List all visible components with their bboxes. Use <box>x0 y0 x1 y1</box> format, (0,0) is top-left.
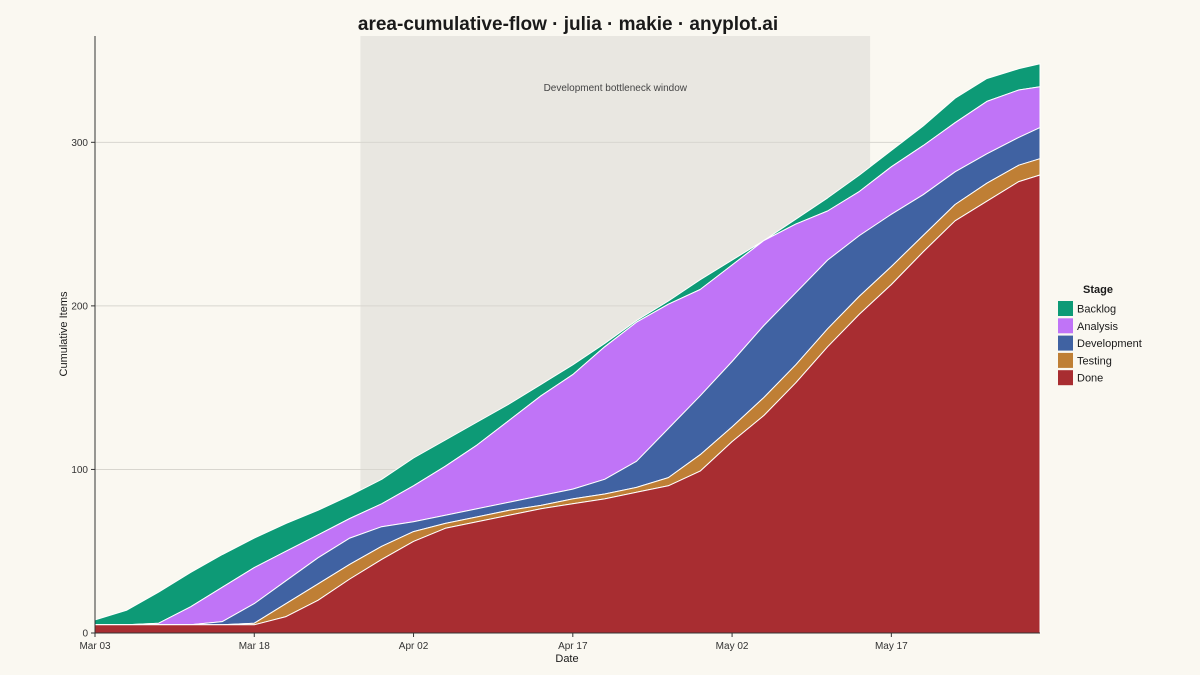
legend-swatch-backlog <box>1058 301 1073 316</box>
x-tick-label: Mar 18 <box>239 641 271 652</box>
x-tick-label: May 17 <box>875 641 908 652</box>
legend-swatch-done <box>1058 370 1073 386</box>
x-tick-label: Apr 17 <box>558 641 588 652</box>
legend-swatch-analysis <box>1058 318 1073 334</box>
y-axis-label: Cumulative Items <box>58 291 70 376</box>
x-tick-label: May 02 <box>716 641 749 652</box>
area-done <box>94 174 1041 634</box>
legend-title: Stage <box>1083 284 1113 296</box>
x-tick-label: Apr 02 <box>399 641 429 652</box>
y-tick-label: 100 <box>71 465 88 476</box>
y-tick-label: 200 <box>71 301 88 312</box>
legend-label-done: Done <box>1077 373 1103 385</box>
chart-title: area-cumulative-flow · julia · makie · a… <box>358 14 778 35</box>
x-tick-label: Mar 03 <box>79 641 111 652</box>
y-tick-label: 0 <box>82 629 88 640</box>
legend-label-backlog: Backlog <box>1077 304 1116 316</box>
legend-swatch-testing <box>1058 352 1073 368</box>
y-tick-label: 300 <box>71 138 88 149</box>
x-axis-label: Date <box>555 653 578 665</box>
legend-swatch-development <box>1058 335 1073 351</box>
bottleneck-window-label: Development bottleneck window <box>544 83 688 94</box>
legend-label-testing: Testing <box>1077 355 1112 367</box>
legend-label-development: Development <box>1077 338 1142 350</box>
legend-label-analysis: Analysis <box>1077 321 1118 333</box>
